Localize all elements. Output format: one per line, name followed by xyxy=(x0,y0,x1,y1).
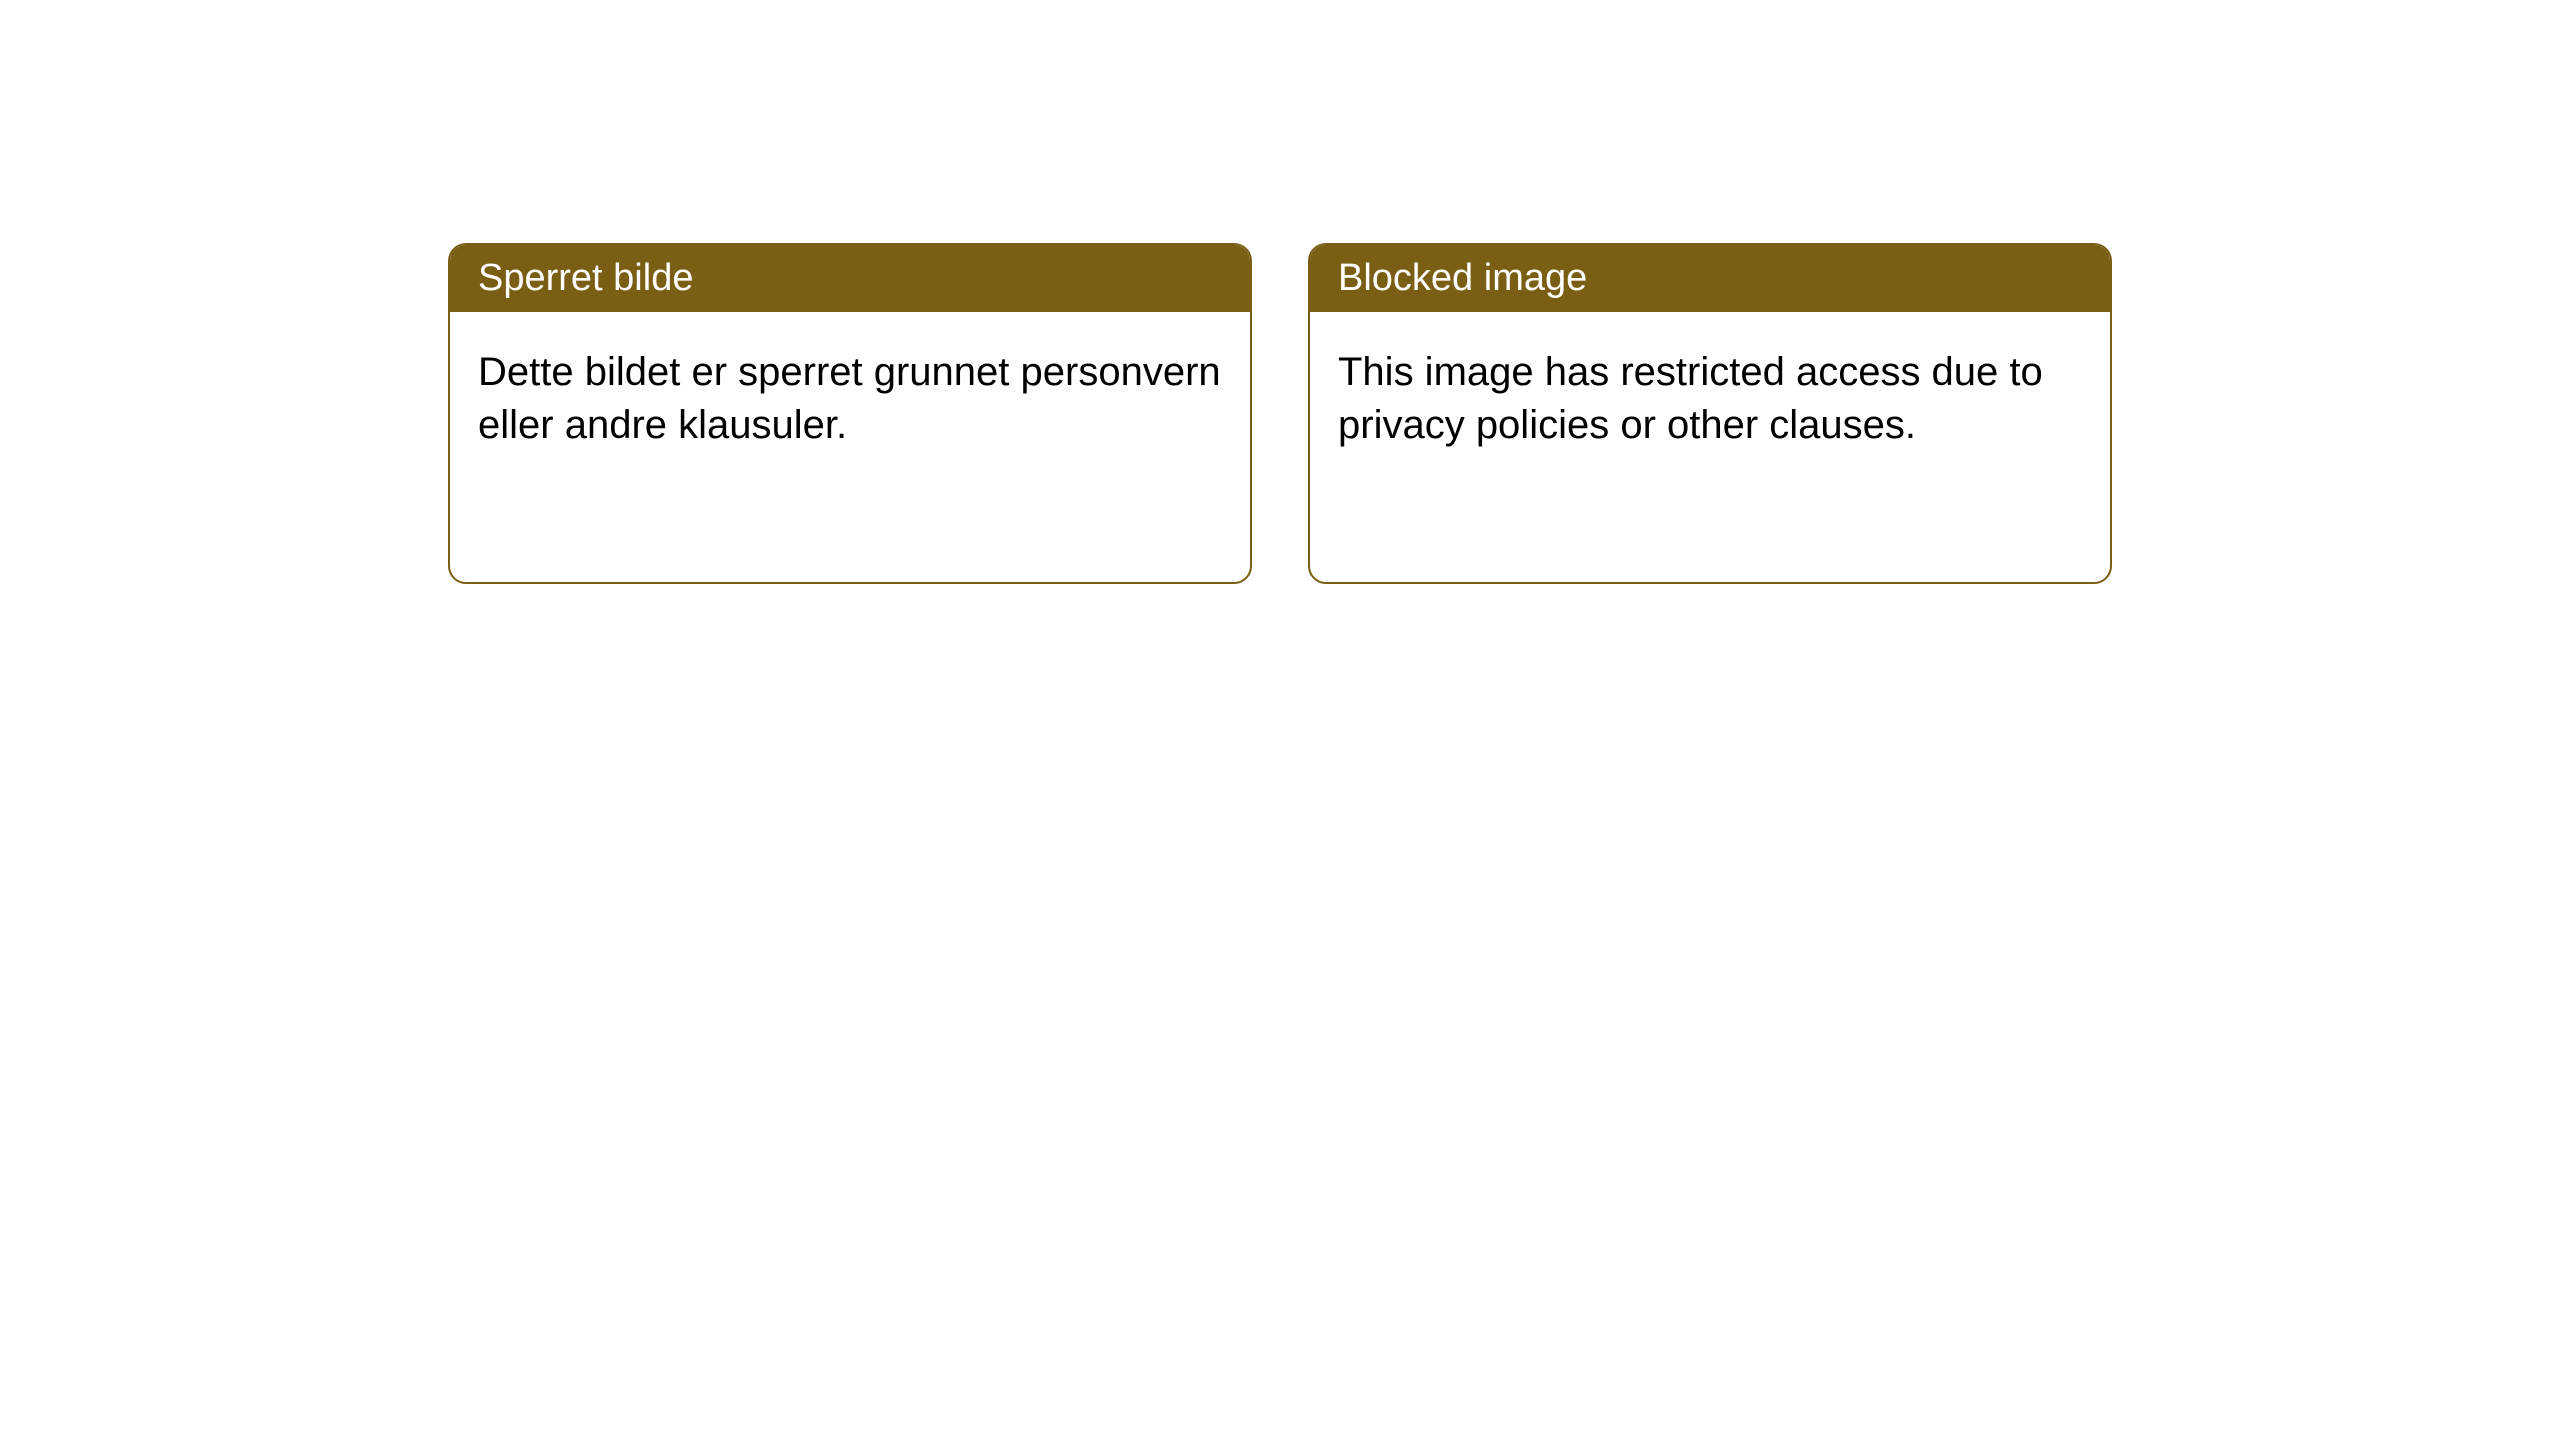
notice-card-title: Sperret bilde xyxy=(450,245,1250,312)
notice-card-body: Dette bildet er sperret grunnet personve… xyxy=(450,312,1250,582)
notice-card-english: Blocked image This image has restricted … xyxy=(1308,243,2112,584)
notice-card-body: This image has restricted access due to … xyxy=(1310,312,2110,582)
notice-container: Sperret bilde Dette bildet er sperret gr… xyxy=(448,243,2112,584)
notice-card-norwegian: Sperret bilde Dette bildet er sperret gr… xyxy=(448,243,1252,584)
notice-card-title: Blocked image xyxy=(1310,245,2110,312)
